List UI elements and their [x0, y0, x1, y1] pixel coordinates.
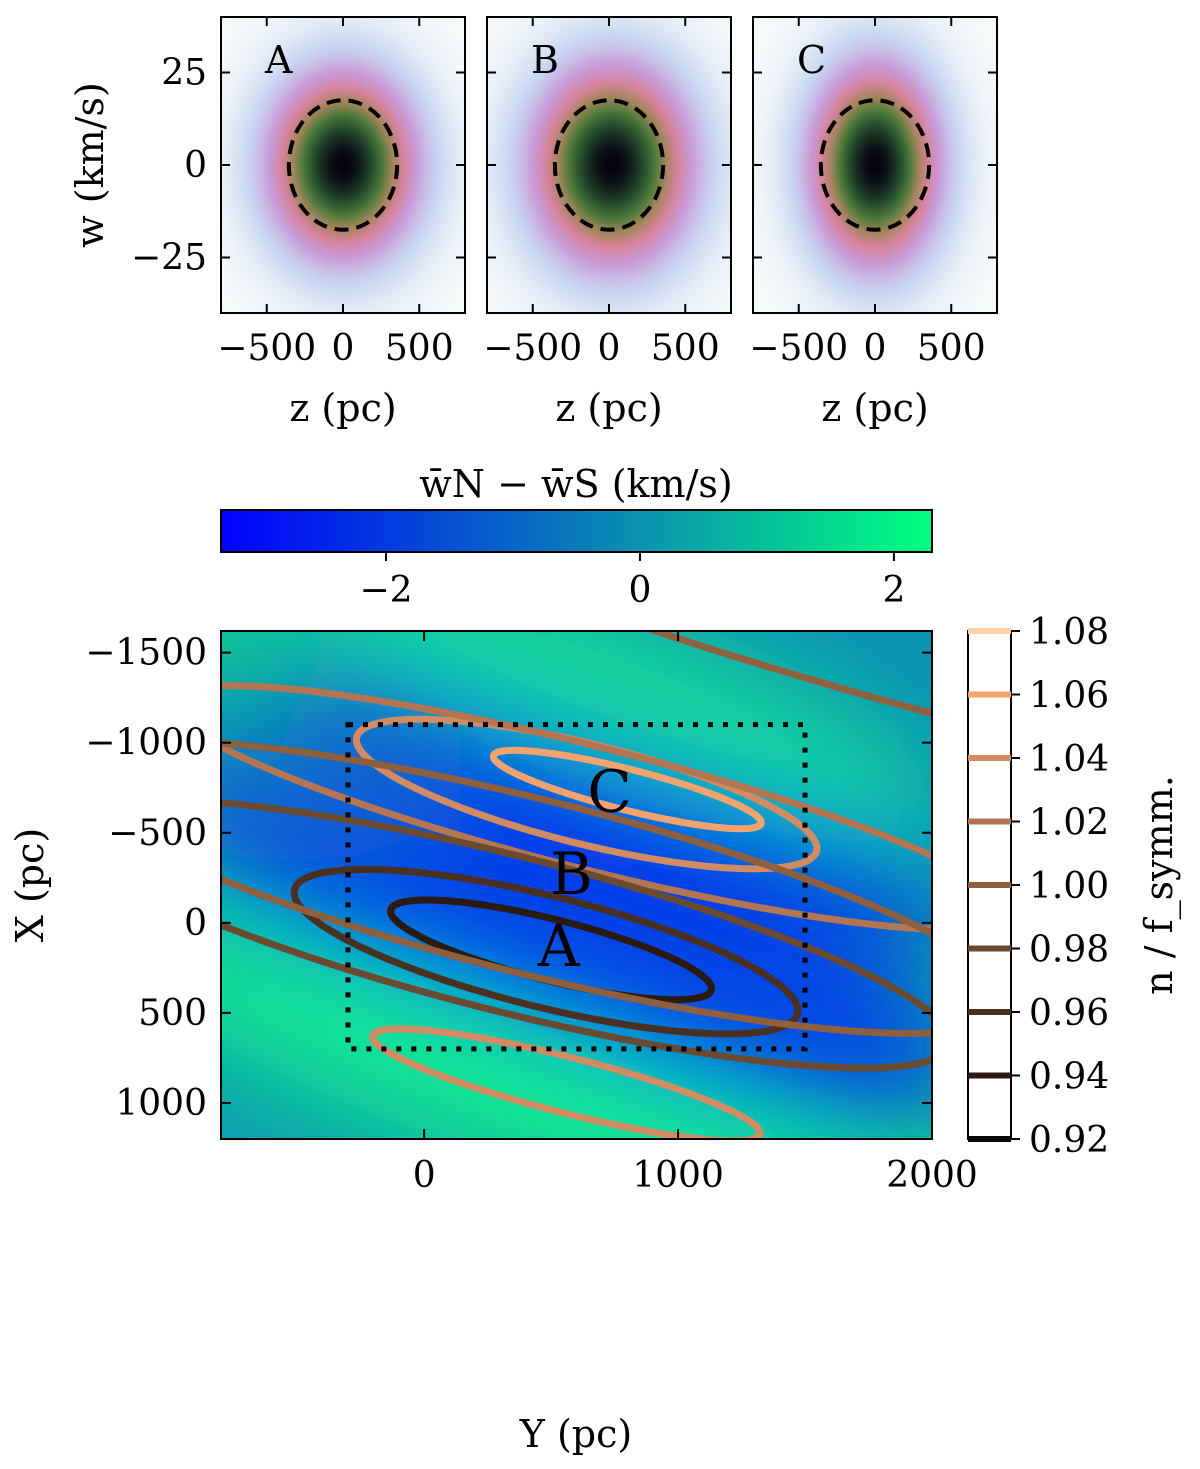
y-tick-label: 0	[184, 145, 207, 186]
panel-b-dashed-ellipse	[552, 98, 666, 232]
region-label-a: A	[537, 912, 581, 980]
y-tick-label: −500	[108, 813, 207, 854]
main-ticks: 0 1000 2000 −1500 −1000 −500 0 500 1000	[85, 631, 978, 1196]
contour-lines	[221, 631, 932, 1139]
panel-a: A −500 0 500 −25 0 25 z (pc) w (km/s)	[68, 16, 466, 430]
top-panels: A −500 0 500 −25 0 25 z (pc) w (km/s) B −500 0 500 z …	[68, 16, 998, 430]
panel-a-dashed-ellipse	[286, 98, 400, 232]
y-tick-label: 1000	[115, 1083, 207, 1124]
panel-x-axis-label: z (pc)	[289, 386, 396, 430]
main-annotations: ABC	[537, 757, 632, 980]
colorbar-levels-lines: 0.92 0.94 0.96 0.98 1.00 1.02 1.04 1.06 1.08	[968, 612, 1109, 1161]
colorbar-level-label: 1.06	[1029, 676, 1109, 717]
colorbar-wbar-label: w̄N − w̄S (km/s)	[419, 462, 732, 506]
colorbar-tick-label: 0	[629, 570, 652, 611]
main-y-axis-label: X (pc)	[8, 828, 52, 942]
contour-line-0.98	[221, 799, 932, 1072]
x-tick-label: 1000	[632, 1155, 724, 1196]
contour-line-1.04	[369, 1025, 764, 1139]
colorbar-tick-label: −2	[360, 570, 413, 611]
colorbar-wbar-ticks: −2 0 2	[360, 552, 905, 611]
colorbar-level-label: 0.96	[1029, 993, 1109, 1034]
contour-line-1.06	[489, 746, 765, 833]
main-x-axis-label: Y (pc)	[519, 1412, 632, 1456]
y-tick-label: 0	[184, 903, 207, 944]
colorbar-level-label: 1.00	[1029, 866, 1109, 907]
panel-c-density	[753, 17, 997, 313]
panel-a-letter: A	[264, 38, 293, 82]
contour-line-1.02	[221, 682, 932, 933]
x-tick-label: 500	[385, 328, 454, 369]
region-label-b: B	[550, 840, 593, 908]
main-panel: ABC 0 1000 2000 −1500 −1000 −500 0 500 1000 Y (p…	[8, 630, 978, 1456]
x-tick-label: −500	[749, 328, 848, 369]
panel-y-axis-label: w (km/s)	[68, 82, 112, 248]
colorbar-tick-label: 2	[882, 570, 905, 611]
y-tick-label: −25	[131, 238, 207, 279]
x-tick-label: 0	[413, 1155, 436, 1196]
colorbar-level-label: 1.02	[1029, 803, 1109, 844]
colorbar-level-label: 0.98	[1029, 930, 1109, 971]
main-heatmap	[221, 631, 932, 1139]
panel-c-letter: C	[797, 38, 826, 82]
colorbar-level-label: 1.08	[1029, 612, 1109, 653]
panel-a-density	[221, 17, 465, 313]
colorbar-level-label: 0.94	[1029, 1057, 1109, 1098]
x-tick-label: −500	[217, 328, 316, 369]
dotted-box-outline	[345, 722, 808, 1052]
contour-line-1.00	[221, 739, 932, 1038]
panel-b: B −500 0 500 z (pc)	[483, 16, 732, 430]
colorbar-level-label: 0.92	[1029, 1120, 1109, 1161]
panel-x-axis-label: z (pc)	[555, 386, 662, 430]
x-tick-label: 2000	[886, 1155, 978, 1196]
y-tick-label: −1000	[85, 723, 207, 764]
contour-line-0.96	[290, 865, 802, 1038]
colorbar-levels-label: n / f_symm.	[1137, 775, 1182, 995]
region-label-c: C	[587, 757, 631, 825]
colorbar-wbar: w̄N − w̄S (km/s) −2 0 2	[220, 462, 933, 611]
main-frame	[220, 630, 933, 1140]
colorbar-levels: 0.92 0.94 0.96 0.98 1.00 1.02 1.04 1.06 1.08 n /…	[967, 612, 1182, 1161]
colorbar-level-label: 1.04	[1029, 739, 1109, 780]
panel-c: C −500 0 500 z (pc)	[749, 16, 998, 430]
y-tick-label: 25	[161, 53, 207, 94]
y-tick-label: 500	[138, 993, 207, 1034]
x-tick-label: 0	[864, 328, 887, 369]
main-field-features	[221, 631, 932, 1139]
x-tick-label: 0	[598, 328, 621, 369]
panel-x-axis-label: z (pc)	[821, 386, 928, 430]
x-tick-label: 500	[917, 328, 986, 369]
panel-b-letter: B	[531, 38, 559, 82]
x-tick-label: 0	[332, 328, 355, 369]
colorbar-wbar-gradient	[220, 509, 933, 553]
dotted-box	[345, 722, 808, 1052]
panel-c-dashed-ellipse	[818, 98, 932, 232]
y-tick-label: −1500	[85, 633, 207, 674]
x-tick-label: 500	[651, 328, 720, 369]
x-tick-label: −500	[483, 328, 582, 369]
panel-b-density	[487, 17, 731, 313]
